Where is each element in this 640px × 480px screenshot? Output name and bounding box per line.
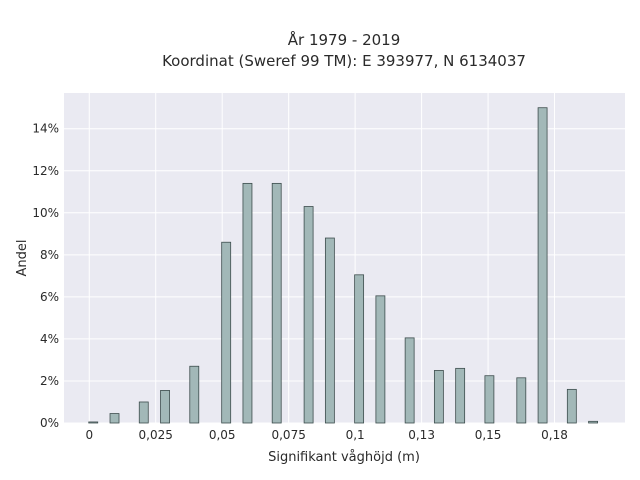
bar <box>588 420 598 424</box>
bar <box>375 295 386 424</box>
bar <box>109 413 120 424</box>
bar <box>324 237 335 424</box>
bar <box>566 388 577 424</box>
y-tick-label: 2% <box>40 374 59 388</box>
y-axis-label: Andel <box>15 240 30 277</box>
y-tick-label: 12% <box>32 164 59 178</box>
tick-labels: 0 0,025 0,05 0,075 0,1 0,13 0,15 0,18 0% 2% 4% 6% 8%… <box>32 122 568 442</box>
bar <box>138 401 149 424</box>
bar <box>160 390 170 424</box>
x-axis-label: Signifikant våghöjd (m) <box>268 450 420 465</box>
bar <box>537 107 548 424</box>
bar <box>404 337 415 424</box>
x-tick-label: 0,1 <box>346 428 365 442</box>
chart-title: År 1979 - 2019 <box>288 30 401 49</box>
bar <box>516 377 527 424</box>
bar <box>455 367 466 424</box>
bar <box>484 375 495 424</box>
y-tick-label: 4% <box>40 332 59 346</box>
bar <box>242 182 253 424</box>
x-tick-label: 0 <box>85 428 93 442</box>
y-tick-label: 0% <box>40 416 59 430</box>
bars <box>88 107 598 424</box>
x-tick-label: 0,18 <box>541 428 568 442</box>
x-tick-label: 0,15 <box>475 428 502 442</box>
y-tick-label: 8% <box>40 248 59 262</box>
chart-subtitle: Koordinat (Sweref 99 TM): E 393977, N 61… <box>162 52 526 70</box>
x-tick-label: 0,075 <box>271 428 305 442</box>
bar <box>433 370 444 424</box>
bar <box>354 274 365 424</box>
y-tick-label: 6% <box>40 290 59 304</box>
y-tick-label: 14% <box>32 122 59 136</box>
x-tick-label: 0,025 <box>139 428 173 442</box>
bar <box>221 241 232 424</box>
plot-area <box>64 93 625 423</box>
bar <box>88 421 99 424</box>
bar <box>189 365 200 424</box>
bar <box>303 206 314 424</box>
x-tick-label: 0,13 <box>408 428 435 442</box>
y-tick-label: 10% <box>32 206 59 220</box>
x-tick-label: 0,05 <box>209 428 236 442</box>
bar <box>271 182 282 424</box>
